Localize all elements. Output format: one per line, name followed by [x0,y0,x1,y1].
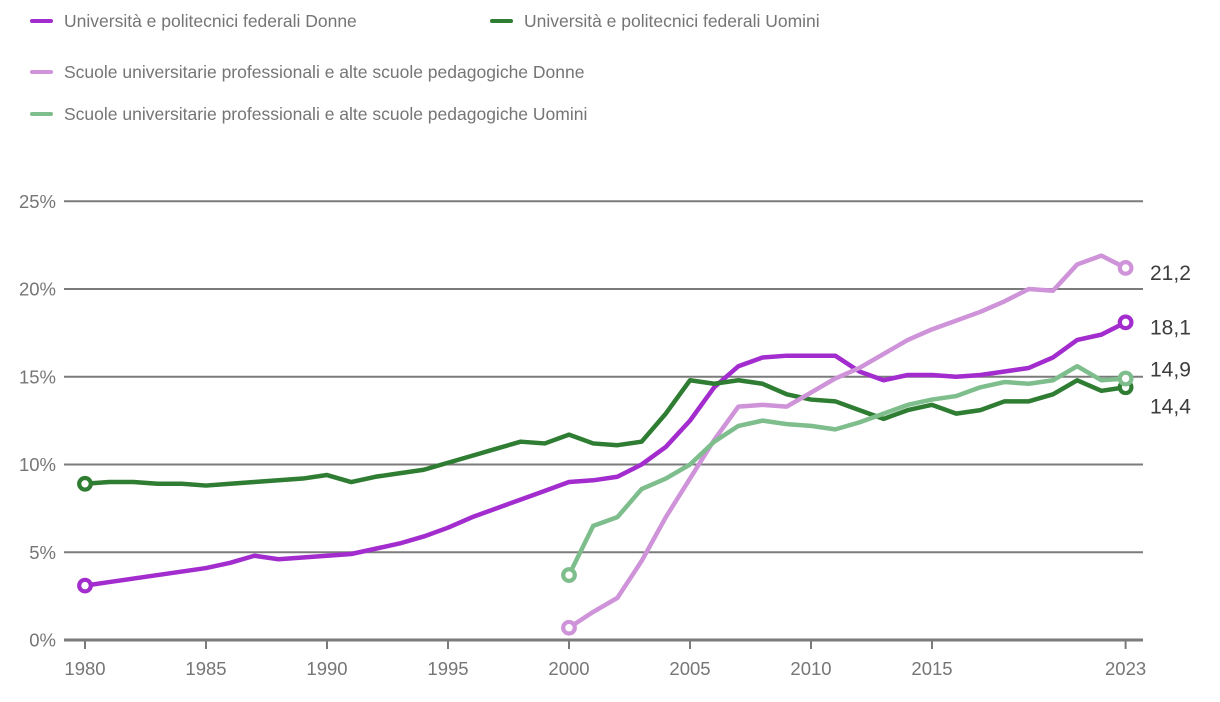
y-tick-label: 5% [29,542,56,563]
end-value-label-universita-politecnici-federali-uomini: 14,4 [1150,395,1191,418]
end-value-label-universita-politecnici-federali-donne: 18,1 [1150,316,1191,339]
series-line-scuole-universitarie-professionali-donne [566,253,1128,630]
legend-label: Università e politecnici federali Donne [64,10,357,31]
y-tick-label: 0% [29,630,56,651]
series-endpoint-marker-scuole-universitarie-professionali-donne [561,619,577,636]
series-endpoint-marker-scuole-universitarie-professionali-uomini [1117,370,1134,387]
x-tick-label: 2005 [669,658,710,679]
series-endpoint-marker-universita-politecnici-federali-donne [1117,314,1134,331]
legend-item-universita-donne: Università e politecnici federali Donne [30,9,357,33]
y-tick-label: 20% [19,279,56,300]
end-value-label-scuole-universitarie-professionali-donne: 21,2 [1150,262,1191,285]
x-tick-label: 1980 [64,658,105,679]
series-endpoint-marker-universita-politecnici-federali-uomini [77,475,93,492]
y-tick-label: 25% [19,191,56,212]
legend-label: Scuole universitarie professionali e alt… [64,103,588,124]
x-tick-label: 1990 [306,658,347,679]
x-tick-label: 2023 [1105,658,1146,679]
series-line-universita-politecnici-federali-donne [82,320,1128,588]
series-endpoint-marker-universita-politecnici-federali-donne [77,577,93,594]
end-value-label-scuole-universitarie-professionali-uomini: 14,9 [1150,358,1191,381]
legend-swatch-universita-uomini [490,18,513,24]
y-tick-label: 15% [19,366,56,387]
legend-swatch-universita-donne [30,18,53,24]
series-line-scuole-universitarie-professionali-uomini [566,363,1128,578]
x-tick-label: 2000 [548,658,589,679]
legend-swatch-scuole-uomini [30,111,53,117]
y-tick-label: 10% [19,454,56,475]
x-tick-label: 2010 [790,658,831,679]
x-tick-label: 1985 [185,658,226,679]
series-line-universita-politecnici-federali-uomini [82,378,1128,488]
series-endpoint-marker-scuole-universitarie-professionali-uomini [561,567,577,583]
x-tick-label: 1995 [427,658,468,679]
legend-item-scuole-donne: Scuole universitarie professionali e alt… [30,60,584,84]
legend-item-universita-uomini: Università e politecnici federali Uomini [490,9,820,33]
legend-label: Università e politecnici federali Uomini [524,10,820,31]
legend-item-scuole-uomini: Scuole universitarie professionali e alt… [30,102,587,126]
series-endpoint-marker-scuole-universitarie-professionali-donne [1117,260,1134,276]
legend-swatch-scuole-donne [30,69,53,75]
legend-label: Scuole universitarie professionali e alt… [64,61,585,82]
x-tick-label: 2015 [911,658,952,679]
